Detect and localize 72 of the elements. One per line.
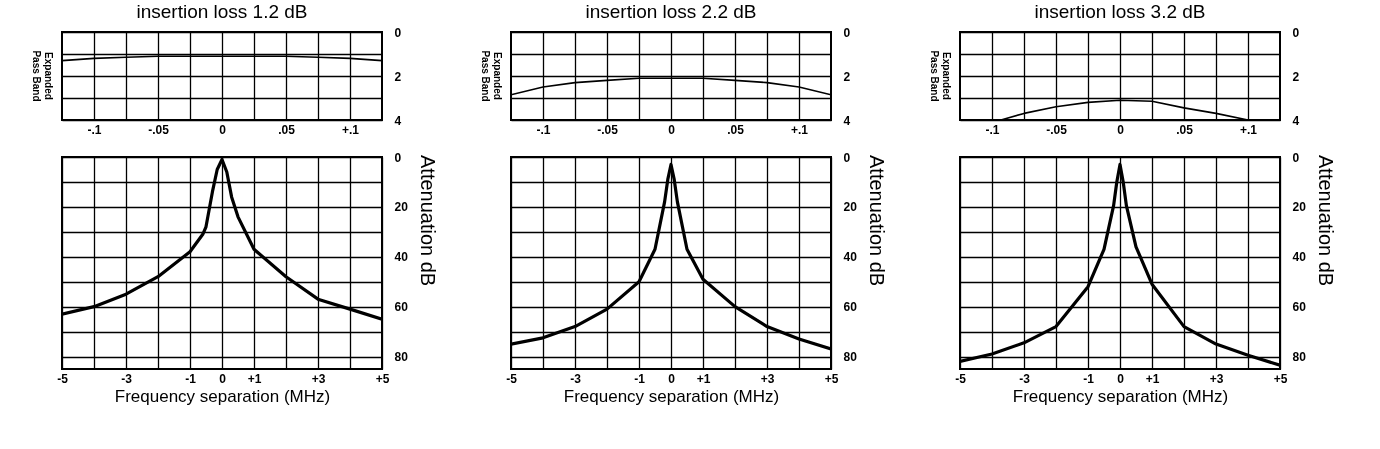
x-tick-label: .05 (278, 122, 296, 137)
y-tick-label: 0 (1292, 25, 1300, 40)
y-tick-label: 0 (394, 150, 402, 165)
x-tick-label: 0 (1117, 371, 1125, 386)
x-tick-label: +3 (311, 371, 326, 386)
x-axis-title: Frequency separation (MHz) (563, 386, 780, 406)
y-tick-label: 20 (394, 200, 409, 215)
x-tick-label: -5 (506, 371, 518, 386)
x-tick-label: 0 (668, 371, 676, 386)
x-tick-label: -3 (121, 371, 133, 386)
y-tick-label: 80 (1292, 350, 1307, 365)
y-tick-label: 80 (843, 350, 858, 365)
y-tick-label: 4 (394, 113, 402, 128)
x-tick-label: +.1 (1239, 122, 1258, 137)
y-axis-title: Expanded Pass Band (480, 50, 503, 102)
y-tick-label: 60 (394, 300, 409, 315)
x-tick-label: +3 (760, 371, 775, 386)
y-tick-label: 2 (843, 69, 851, 84)
x-tick-label: -.1 (536, 122, 551, 137)
x-tick-label: 0 (1117, 122, 1125, 137)
chart-title: insertion loss 1.2 dB (136, 1, 308, 22)
y-tick-label: 2 (1292, 69, 1300, 84)
y-tick-label: 40 (394, 250, 409, 265)
x-tick-label: .05 (727, 122, 745, 137)
x-tick-label: -3 (1019, 371, 1031, 386)
y-tick-label: 40 (843, 250, 858, 265)
x-tick-label: +5 (375, 371, 390, 386)
x-tick-label: -.05 (1046, 122, 1068, 137)
x-tick-label: +1 (247, 371, 262, 386)
x-tick-label: -.05 (148, 122, 170, 137)
y-tick-label: 2 (394, 69, 402, 84)
x-tick-label: 0 (219, 371, 227, 386)
x-tick-label: -.05 (597, 122, 619, 137)
y-axis-title: Attenuation dB (417, 154, 439, 287)
x-tick-label: -1 (185, 371, 197, 386)
y-axis-title: Expanded Pass Band (31, 50, 54, 102)
x-tick-label: -.1 (985, 122, 1000, 137)
x-tick-label: +.1 (341, 122, 360, 137)
y-tick-label: 0 (394, 25, 402, 40)
chart-title: insertion loss 3.2 dB (1034, 1, 1206, 22)
x-tick-label: -.1 (87, 122, 102, 137)
x-tick-label: +5 (824, 371, 839, 386)
y-tick-label: 20 (843, 200, 858, 215)
y-tick-label: 60 (1292, 300, 1307, 315)
x-tick-label: +.1 (790, 122, 809, 137)
y-tick-label: 4 (843, 113, 851, 128)
y-tick-label: 60 (843, 300, 858, 315)
y-tick-label: 0 (1292, 150, 1300, 165)
x-tick-label: -1 (1083, 371, 1095, 386)
x-tick-label: 0 (219, 122, 227, 137)
x-tick-label: +1 (696, 371, 711, 386)
y-tick-label: 4 (1292, 113, 1300, 128)
x-tick-label: +5 (1273, 371, 1288, 386)
y-axis-title: Attenuation dB (866, 154, 888, 287)
y-tick-label: 80 (394, 350, 409, 365)
x-tick-label: 0 (668, 122, 676, 137)
x-axis-title: Frequency separation (MHz) (114, 386, 331, 406)
x-tick-label: +1 (1145, 371, 1160, 386)
x-tick-label: -3 (570, 371, 582, 386)
chart-title: insertion loss 2.2 dB (585, 1, 757, 22)
x-tick-label: -1 (634, 371, 646, 386)
y-tick-label: 40 (1292, 250, 1307, 265)
x-axis-title: Frequency separation (MHz) (1012, 386, 1229, 406)
y-tick-label: 0 (843, 150, 851, 165)
y-tick-label: 20 (1292, 200, 1307, 215)
x-tick-label: .05 (1176, 122, 1194, 137)
y-axis-title: Attenuation dB (1315, 154, 1337, 287)
y-axis-title: Expanded Pass Band (929, 50, 952, 102)
y-tick-label: 0 (843, 25, 851, 40)
x-tick-label: -5 (955, 371, 967, 386)
x-tick-label: +3 (1209, 371, 1224, 386)
x-tick-label: -5 (57, 371, 69, 386)
